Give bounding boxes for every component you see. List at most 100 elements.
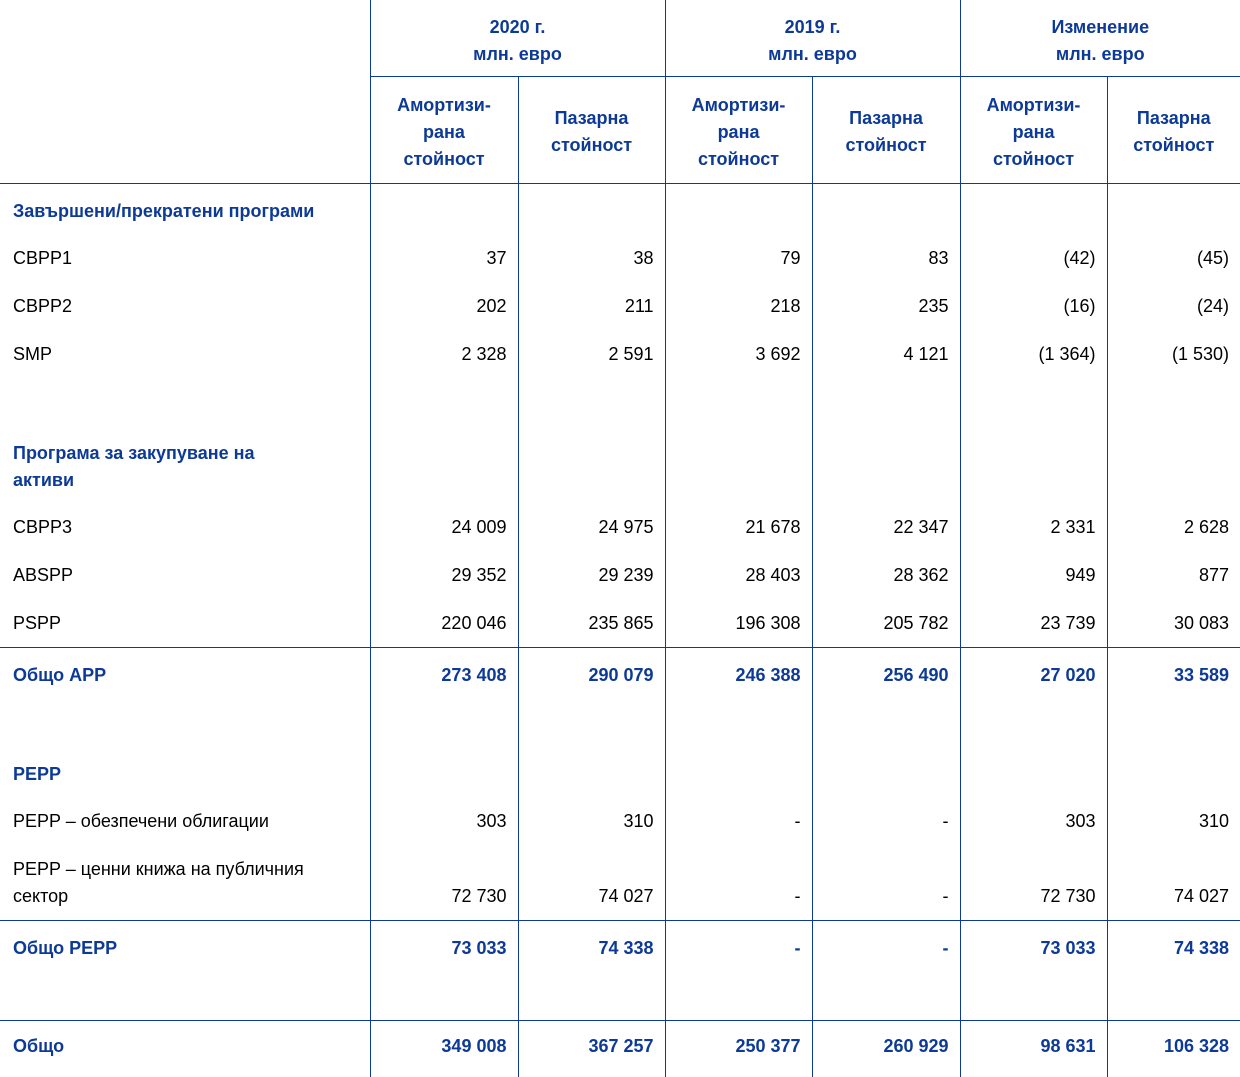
- empty-cell: [812, 747, 960, 797]
- value-cell: 72 730: [370, 845, 518, 921]
- value-cell: 72 730: [960, 845, 1107, 921]
- value-cell: 205 782: [812, 599, 960, 648]
- value-cell: (42): [960, 234, 1107, 282]
- empty-cell: [665, 747, 812, 797]
- group-year: 2019 г.: [677, 14, 949, 41]
- subheader: Пазарна стойност: [518, 77, 665, 184]
- value-cell: (1 530): [1107, 330, 1240, 378]
- value-cell: 73 033: [960, 921, 1107, 1021]
- value-cell: (1 364): [960, 330, 1107, 378]
- subheader: Амортизи- рана стойност: [960, 77, 1107, 184]
- value-cell: 220 046: [370, 599, 518, 648]
- value-cell: 211: [518, 282, 665, 330]
- value-cell: 23 739: [960, 599, 1107, 648]
- value-cell: 74 027: [518, 845, 665, 921]
- subheader: Амортизи- рана стойност: [665, 77, 812, 184]
- value-cell: 349 008: [370, 1021, 518, 1077]
- corner-cell: [0, 77, 370, 184]
- value-cell: 202: [370, 282, 518, 330]
- subheader: Амортизи- рана стойност: [370, 77, 518, 184]
- value-cell: 28 403: [665, 551, 812, 599]
- value-cell: 235: [812, 282, 960, 330]
- empty-cell: [665, 184, 812, 235]
- row-label: CBPP2: [0, 282, 370, 330]
- value-cell: 29 239: [518, 551, 665, 599]
- corner-cell: [0, 0, 370, 77]
- empty-cell: [812, 378, 960, 503]
- value-cell: -: [665, 921, 812, 1021]
- value-cell: 74 338: [1107, 921, 1240, 1021]
- total-label: Общо PEPP: [0, 921, 370, 1021]
- value-cell: -: [812, 845, 960, 921]
- value-cell: -: [665, 797, 812, 845]
- value-cell: 22 347: [812, 503, 960, 551]
- group-header: 2020 г.млн. евро: [370, 0, 665, 77]
- section-row: Завършени/прекратени програми: [0, 184, 1240, 235]
- value-cell: -: [812, 921, 960, 1021]
- row-label: CBPP3: [0, 503, 370, 551]
- row-label: PSPP: [0, 599, 370, 648]
- value-cell: 2 328: [370, 330, 518, 378]
- empty-cell: [518, 747, 665, 797]
- section-title: Програма за закупуване на активи: [0, 378, 370, 503]
- value-cell: -: [665, 845, 812, 921]
- value-cell: 24 009: [370, 503, 518, 551]
- total-label: Общо: [0, 1021, 370, 1077]
- empty-cell: [370, 747, 518, 797]
- empty-cell: [960, 184, 1107, 235]
- value-cell: 303: [960, 797, 1107, 845]
- empty-cell: [812, 184, 960, 235]
- group-unit: млн. евро: [382, 41, 654, 68]
- row-label: PEPP – ценни книжа на публичния сектор: [0, 845, 370, 921]
- value-cell: (16): [960, 282, 1107, 330]
- value-cell: 290 079: [518, 648, 665, 748]
- value-cell: 256 490: [812, 648, 960, 748]
- value-cell: 310: [518, 797, 665, 845]
- value-cell: 2 591: [518, 330, 665, 378]
- empty-cell: [960, 378, 1107, 503]
- value-cell: 4 121: [812, 330, 960, 378]
- section-row: Програма за закупуване на активи: [0, 378, 1240, 503]
- value-cell: 83: [812, 234, 960, 282]
- value-cell: 79: [665, 234, 812, 282]
- value-cell: 218: [665, 282, 812, 330]
- value-cell: 98 631: [960, 1021, 1107, 1077]
- empty-cell: [370, 378, 518, 503]
- empty-cell: [370, 184, 518, 235]
- value-cell: 21 678: [665, 503, 812, 551]
- value-cell: -: [812, 797, 960, 845]
- empty-cell: [518, 184, 665, 235]
- row-label: SMP: [0, 330, 370, 378]
- value-cell: 28 362: [812, 551, 960, 599]
- value-cell: 246 388: [665, 648, 812, 748]
- empty-cell: [665, 378, 812, 503]
- section-row: PEPP: [0, 747, 1240, 797]
- value-cell: (45): [1107, 234, 1240, 282]
- group-unit: млн. евро: [677, 41, 949, 68]
- value-cell: 310: [1107, 797, 1240, 845]
- value-cell: 30 083: [1107, 599, 1240, 648]
- value-cell: 74 338: [518, 921, 665, 1021]
- value-cell: 877: [1107, 551, 1240, 599]
- value-cell: 29 352: [370, 551, 518, 599]
- value-cell: 303: [370, 797, 518, 845]
- subheader: Пазарна стойност: [1107, 77, 1240, 184]
- empty-cell: [1107, 747, 1240, 797]
- value-cell: 273 408: [370, 648, 518, 748]
- value-cell: 235 865: [518, 599, 665, 648]
- total-label: Общо APP: [0, 648, 370, 748]
- empty-cell: [960, 747, 1107, 797]
- value-cell: 24 975: [518, 503, 665, 551]
- empty-cell: [1107, 378, 1240, 503]
